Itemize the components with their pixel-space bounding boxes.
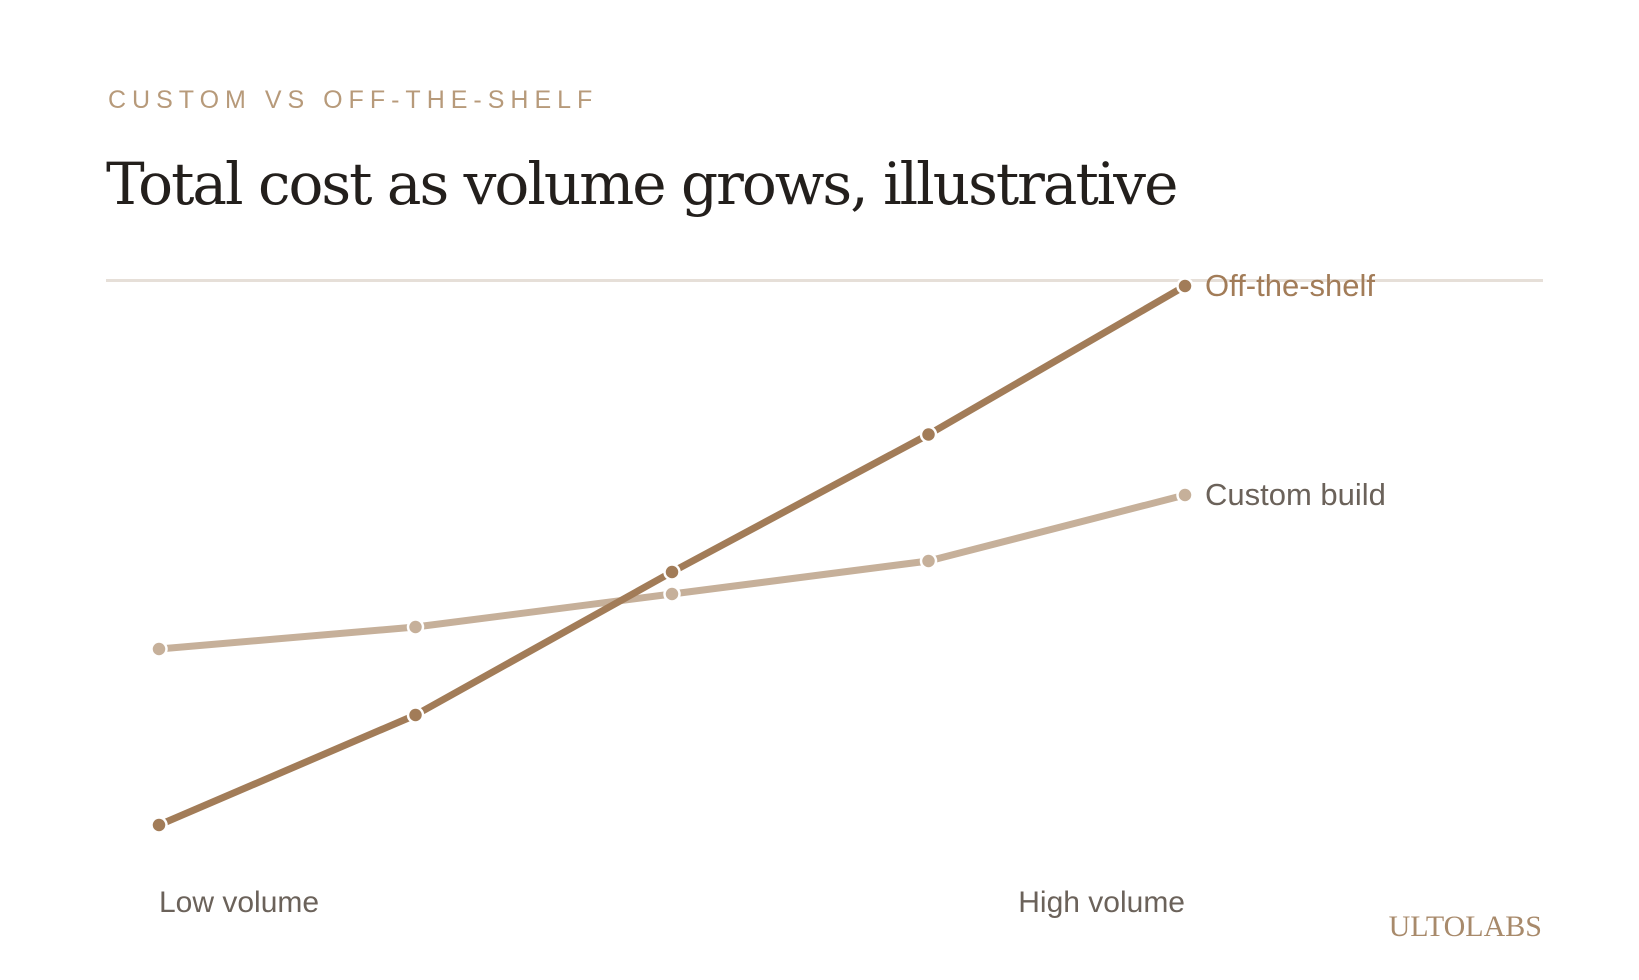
series-off-the-shelf: Off-the-shelf <box>150 268 1375 834</box>
title-divider <box>106 279 1543 282</box>
data-point-off-the-shelf-1 <box>150 816 168 834</box>
x-tick-label-4: High volume <box>1018 886 1185 919</box>
data-point-off-the-shelf-5 <box>1176 277 1194 295</box>
data-point-custom-build-5 <box>1176 486 1194 504</box>
chart-title: Total cost as volume grows, illustrative <box>106 150 1178 218</box>
data-point-custom-build-4 <box>919 552 938 570</box>
chart-eyebrow: CUSTOM VS OFF-THE-SHELF <box>108 86 599 114</box>
series-label-custom-build: Custom build <box>1205 477 1386 512</box>
data-point-custom-build-3 <box>663 585 681 603</box>
x-tick-label-1: Low volume <box>159 886 319 919</box>
data-point-off-the-shelf-4 <box>919 425 938 444</box>
series-line-off-the-shelf <box>155 282 1189 829</box>
data-point-off-the-shelf-3 <box>663 563 681 581</box>
series-custom-build: Custom build <box>150 477 1386 658</box>
series-label-off-the-shelf: Off-the-shelf <box>1205 268 1375 303</box>
data-point-custom-build-1 <box>150 640 168 658</box>
data-point-off-the-shelf-2 <box>406 706 425 724</box>
brand-logo: ULTOLABS <box>1388 910 1542 943</box>
data-point-custom-build-2 <box>406 618 425 636</box>
